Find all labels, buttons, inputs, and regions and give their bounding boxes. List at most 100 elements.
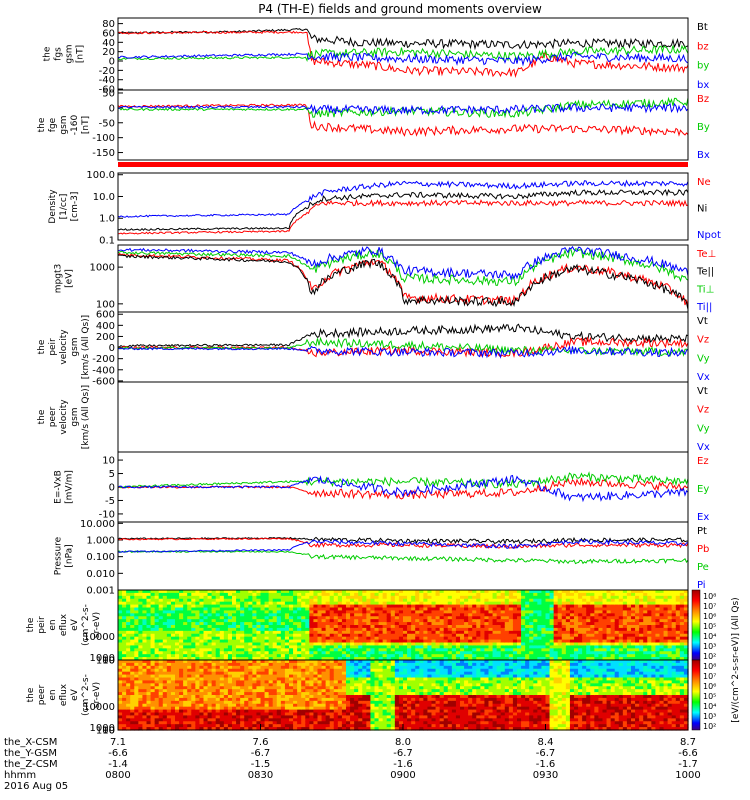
heatmap-cell — [508, 592, 514, 597]
heatmap-cell — [663, 604, 669, 609]
heatmap-cell — [537, 604, 543, 609]
heatmap-cell — [635, 613, 640, 617]
heatmap-cell — [199, 622, 205, 626]
heatmap-cell — [293, 709, 298, 714]
heatmap-cell — [215, 686, 221, 690]
heatmap-cell — [512, 639, 518, 644]
heatmap-cell — [150, 604, 156, 609]
legend-bz: bz — [697, 41, 709, 52]
heatmap-cell — [199, 613, 205, 617]
heatmap-cell — [346, 601, 351, 606]
heatmap-cell — [439, 636, 445, 641]
heatmap-cell — [325, 683, 331, 687]
heatmap-cell — [329, 651, 335, 655]
heatmap-cell — [122, 645, 127, 649]
heatmap-cell — [301, 677, 306, 682]
heatmap-cell — [529, 592, 534, 597]
heatmap-cell — [439, 639, 445, 644]
heatmap-cell — [407, 622, 412, 626]
heatmap-cell — [146, 718, 152, 722]
heatmap-cell — [317, 645, 323, 649]
heatmap-cell — [146, 645, 152, 649]
heatmap-cell — [675, 619, 681, 623]
heatmap-cell — [284, 677, 290, 682]
heatmap-cell — [675, 657, 681, 661]
heatmap-cell — [631, 604, 636, 609]
heatmap-cell — [655, 598, 661, 603]
heatmap-cell — [138, 604, 144, 609]
heatmap-cell — [305, 721, 310, 725]
heatmap-cell — [191, 616, 196, 620]
heatmap-cell — [635, 619, 640, 623]
heatmap-cell — [403, 645, 408, 649]
heatmap-cell — [162, 592, 168, 597]
heatmap-cell — [227, 724, 233, 728]
heatmap-cell — [264, 712, 270, 717]
heatmap-cell — [280, 692, 286, 696]
heatmap-cell — [618, 651, 624, 655]
heatmap-cell — [207, 622, 213, 626]
heatmap-cell — [187, 636, 192, 641]
heatmap-cell — [521, 630, 526, 635]
heatmap-cell — [211, 692, 217, 696]
heatmap-cell — [586, 642, 591, 647]
heatmap-cell — [264, 625, 270, 629]
heatmap-cell — [203, 636, 209, 641]
heatmap-cell — [122, 627, 127, 632]
heatmap-cell — [439, 610, 445, 614]
heatmap-cell — [358, 607, 363, 612]
heatmap-cell — [333, 715, 339, 719]
heatmap-cell — [622, 604, 628, 609]
heatmap-cell — [569, 654, 575, 658]
heatmap-cell — [333, 660, 339, 664]
heatmap-cell — [240, 633, 245, 638]
heatmap-cell — [545, 633, 551, 638]
heatmap-cell — [549, 601, 555, 606]
heatmap-cell — [321, 636, 327, 641]
heatmap-cell — [350, 703, 355, 708]
heatmap-cell — [162, 706, 168, 711]
heatmap-cell — [488, 590, 494, 594]
heatmap-cell — [675, 590, 681, 594]
heatmap-cell — [667, 627, 673, 632]
heatmap-cell — [398, 625, 404, 629]
heatmap-cell — [191, 712, 196, 717]
heatmap-cell — [329, 724, 335, 728]
heatmap-cell — [484, 627, 490, 632]
heatmap-cell — [126, 680, 131, 684]
heatmap-cell — [594, 625, 600, 629]
heatmap-cell — [643, 604, 648, 609]
heatmap-cell — [635, 645, 640, 649]
heatmap-cell — [647, 639, 652, 644]
heatmap-cell — [207, 686, 213, 690]
heatmap-cell — [223, 604, 229, 609]
heatmap-cell — [525, 633, 530, 638]
heatmap-cell — [455, 625, 461, 629]
heatmap-cell — [203, 700, 209, 705]
heatmap-cell — [223, 625, 229, 629]
heatmap-cell — [240, 668, 245, 673]
heatmap-cell — [521, 657, 526, 661]
heatmap-cell — [333, 610, 339, 614]
heatmap-cell — [195, 668, 201, 673]
heatmap-cell — [240, 648, 245, 652]
heatmap-cell — [643, 595, 648, 600]
heatmap-cell — [280, 590, 286, 594]
heatmap-cell — [622, 613, 628, 617]
heatmap-cell — [333, 592, 339, 597]
heatmap-cell — [142, 610, 148, 614]
heatmap-cell — [565, 601, 571, 606]
heatmap-cell — [236, 718, 241, 722]
heatmap-cell — [122, 700, 127, 705]
heatmap-cell — [663, 619, 669, 623]
heatmap-cell — [321, 622, 327, 626]
heatmap-cell — [582, 595, 587, 600]
heatmap-cell — [423, 633, 429, 638]
heatmap-cell — [272, 709, 278, 714]
heatmap-cell — [272, 619, 278, 623]
heatmap-cell — [215, 683, 221, 687]
heatmap-cell — [195, 651, 201, 655]
heatmap-cell — [346, 622, 351, 626]
heatmap-cell — [333, 724, 339, 728]
heatmap-cell — [545, 610, 551, 614]
